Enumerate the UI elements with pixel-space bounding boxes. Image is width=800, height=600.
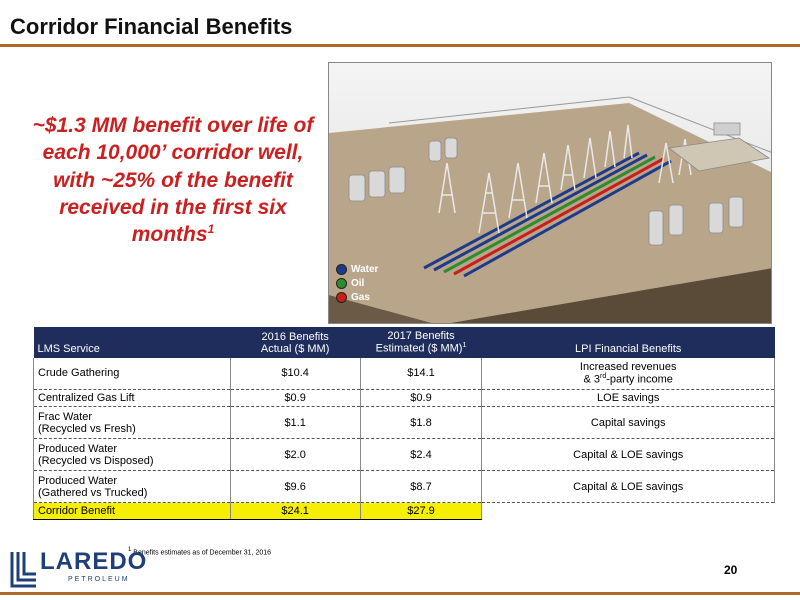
cell-service: Produced Water (Gathered vs Trucked): [33, 470, 231, 504]
legend-label: Water: [351, 263, 379, 275]
title-divider: [0, 44, 800, 47]
cell-financial: Capital & LOE savings: [481, 470, 775, 504]
header-2016-line2: Actual ($ MM): [260, 342, 330, 355]
cell-financial: Increased revenues & 3rd-party income: [481, 357, 775, 391]
header-2017-line2: Estimated ($ MM): [375, 342, 463, 355]
callout-text: ~$1.3 MM benefit over life of each 10,00…: [32, 114, 314, 247]
cell-2017: $0.9: [359, 389, 483, 408]
footnote: 1 Benefits estimates as of December 31, …: [128, 547, 271, 556]
cell-financial: LOE savings: [481, 389, 775, 408]
benefit-line2-pre: & 3: [583, 373, 601, 386]
table-row: Frac Water (Recycled vs Fresh) $1.1 $1.8…: [33, 406, 775, 440]
legend-dot-water: [336, 263, 347, 275]
corridor-rendering: [328, 62, 772, 324]
service-line2: (Recycled vs Fresh): [38, 422, 136, 435]
cell-2016: $1.1: [229, 406, 361, 440]
cell-2017: $14.1: [359, 357, 483, 391]
cell-service: Centralized Gas Lift: [33, 389, 231, 408]
benefits-table: LMS Service 2016 Benefits Actual ($ MM) …: [33, 327, 775, 521]
total-label: Corridor Benefit: [33, 502, 231, 521]
cell-service: Produced Water (Recycled vs Disposed): [33, 438, 231, 472]
corridor-rendering-image: [329, 63, 771, 323]
footnote-marker: 1: [128, 547, 132, 553]
header-2017-sup: 1: [462, 342, 467, 349]
table-row: Produced Water (Gathered vs Trucked) $9.…: [33, 470, 775, 504]
service-line2: (Recycled vs Disposed): [38, 454, 154, 467]
cell-financial: Capital & LOE savings: [481, 438, 775, 472]
company-logo: LAREDO PETROLEUM: [10, 548, 146, 592]
footnote-text: Benefits estimates as of December 31, 20…: [133, 549, 272, 557]
total-2017: $27.9: [359, 502, 483, 521]
total-2016: $24.1: [229, 502, 361, 521]
logo-subtitle: PETROLEUM: [68, 576, 130, 583]
benefit-callout: ~$1.3 MM benefit over life of each 10,00…: [28, 112, 318, 248]
page-number: 20: [724, 563, 738, 577]
logo-wordmark: LAREDO: [40, 548, 148, 575]
cell-2016: $0.9: [229, 389, 361, 408]
table-total-row: Corridor Benefit $24.1 $27.9: [33, 502, 775, 521]
header-2016: 2016 Benefits Actual ($ MM): [230, 327, 361, 358]
service-line1: Centralized Gas Lift: [38, 392, 135, 405]
table-row: Crude Gathering $10.4 $14.1 Increased re…: [33, 357, 775, 391]
cell-2017: $1.8: [359, 406, 483, 440]
benefit-line2: & 3rd-party income: [486, 373, 770, 386]
legend-item-oil: Oil: [336, 276, 378, 290]
page-title: Corridor Financial Benefits: [10, 14, 293, 39]
header-2017-line1: 2017 Benefits: [387, 330, 455, 342]
header-service: LMS Service: [33, 327, 231, 358]
legend-item-water: Water: [336, 262, 378, 276]
legend-label: Oil: [351, 277, 365, 289]
cell-2016: $9.6: [229, 470, 361, 504]
cell-service: Crude Gathering: [33, 357, 231, 391]
cell-2016: $2.0: [229, 438, 361, 472]
legend-dot-gas: [336, 291, 347, 303]
service-line1: Frac Water: [38, 410, 92, 423]
legend-label: Gas: [351, 291, 370, 303]
benefit-line1: Increased revenues: [579, 361, 677, 374]
legend-item-gas: Gas: [336, 290, 378, 304]
table-row: Produced Water (Recycled vs Disposed) $2…: [33, 438, 775, 472]
callout-footnote-marker: 1: [207, 222, 215, 237]
service-line1: Crude Gathering: [38, 367, 120, 380]
service-line2: (Gathered vs Trucked): [38, 486, 148, 499]
benefit-line2-sup: rd: [600, 373, 607, 381]
cell-2017: $2.4: [359, 438, 483, 472]
header-2017: 2017 Benefits Estimated ($ MM)1: [360, 327, 482, 358]
cell-financial: Capital savings: [481, 406, 775, 440]
benefit-line2-post: -party income: [606, 373, 673, 386]
cell-2016: $10.4: [229, 357, 361, 391]
service-line1: Produced Water: [38, 474, 118, 487]
header-financial: LPI Financial Benefits: [481, 327, 775, 358]
table-header-row: LMS Service 2016 Benefits Actual ($ MM) …: [33, 327, 775, 358]
total-financial: [481, 502, 775, 520]
rendering-legend: Water Oil Gas: [336, 262, 378, 304]
logo-mark-icon: [10, 552, 36, 588]
legend-dot-oil: [336, 277, 347, 289]
header-2017-line2-wrap: Estimated ($ MM)1: [364, 342, 478, 355]
cell-service: Frac Water (Recycled vs Fresh): [33, 406, 231, 440]
bottom-divider: [0, 592, 800, 595]
service-line1: Produced Water: [38, 442, 118, 455]
cell-2017: $8.7: [359, 470, 483, 504]
table-row: Centralized Gas Lift $0.9 $0.9 LOE savin…: [33, 389, 775, 408]
header-2016-line1: 2016 Benefits: [261, 330, 329, 343]
